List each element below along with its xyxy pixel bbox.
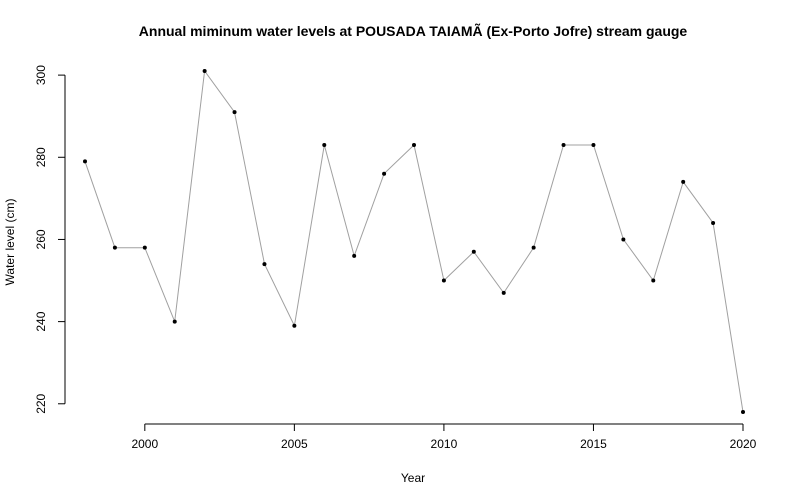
data-point [142,245,147,250]
data-point [591,142,596,147]
data-point [711,221,716,226]
data-point [561,142,566,147]
y-tick-label: 280 [34,147,48,167]
data-point [322,142,327,147]
data-point [172,319,177,324]
x-tick-label: 2000 [131,437,158,451]
chart-title: Annual miminum water levels at POUSADA T… [139,22,688,39]
y-tick-label: 220 [34,393,48,413]
y-tick-label: 300 [34,65,48,85]
data-point [531,245,536,250]
x-tick-label: 2015 [580,437,607,451]
data-point [651,278,656,283]
data-point [681,179,686,184]
x-axis: 2000 2005 2010 2015 2020 [131,423,757,451]
data-point [501,290,506,295]
data-point [292,323,297,328]
data-point [352,253,357,258]
x-tick-label: 2005 [281,437,308,451]
data-point [441,278,446,283]
data-point [382,171,387,176]
y-tick-label: 260 [34,229,48,249]
x-tick-label: 2020 [730,437,757,451]
series-layer [83,69,745,414]
data-point [262,262,267,267]
data-point [232,110,237,115]
y-axis: 220 240 260 280 300 [34,65,66,414]
data-point [202,69,207,73]
y-tick-label: 240 [34,311,48,331]
y-axis-label: Water level (cm) [3,199,17,286]
data-point [621,237,626,242]
x-axis-label: Year [401,471,425,485]
data-point [412,142,416,147]
data-point [741,410,745,414]
x-tick-label: 2010 [431,437,458,451]
data-point [471,249,476,254]
series-line [84,69,744,413]
data-point [83,159,87,164]
data-point [112,245,117,250]
